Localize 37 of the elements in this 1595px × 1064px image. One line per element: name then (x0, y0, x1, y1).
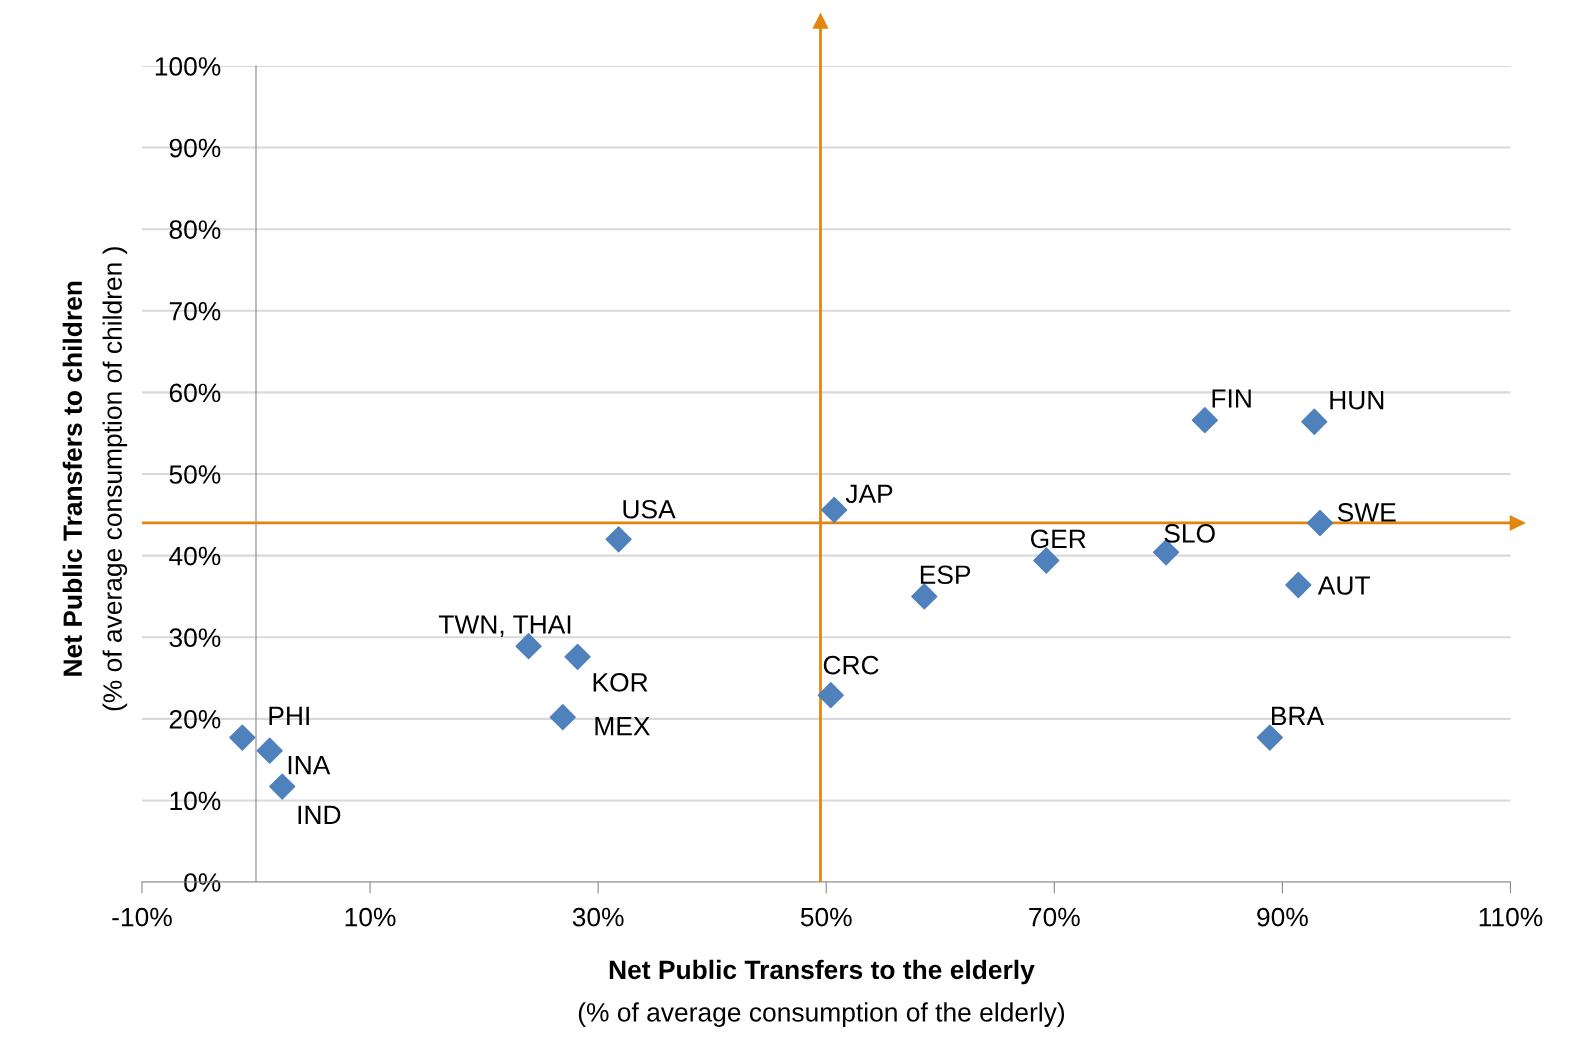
x-tick-label: 110% (1479, 907, 1543, 927)
x-tick-label: 70% (1029, 907, 1080, 927)
annotation: CRC (823, 655, 879, 675)
annotation: BRA (1272, 706, 1325, 725)
x-axis-title: Net Public Transfers to the elderly (% of average consumption of the elderly) (578, 959, 1065, 1027)
y-tick-label: 80% (169, 220, 221, 240)
x-tick-label: -10% (112, 907, 172, 927)
y-tick-label: 90% (169, 138, 221, 158)
annotation: IND (298, 805, 341, 824)
y-tick-label: 100% (155, 57, 221, 76)
annotation: TWN, THAI (438, 615, 571, 637)
x-tick-label: 10% (345, 907, 396, 927)
y-tick-label: 40% (169, 546, 221, 566)
y-tick-label: 20% (169, 709, 221, 729)
y-tick-label: 10% (170, 791, 221, 811)
annotation: KOR (593, 672, 648, 692)
x-tick-label: 50% (800, 907, 852, 927)
annotation: ESP (920, 565, 971, 585)
y-tick-label: 30% (169, 628, 221, 648)
y-tick-label: 60% (169, 383, 221, 403)
annotation: SWE (1337, 503, 1396, 522)
x-tick-label: 30% (572, 907, 624, 927)
annotation: INA (288, 756, 331, 775)
annotation: MEX (595, 716, 650, 736)
x-tick-label: 90% (1257, 907, 1308, 927)
annotation: GER (1030, 529, 1086, 549)
annotation: SLO (1164, 524, 1215, 543)
annotation: PHI (269, 706, 309, 725)
annotation: HUN (1330, 391, 1384, 410)
y-tick-label: 70% (169, 301, 221, 321)
annotation: JAP (845, 484, 893, 504)
y-tick-label: 0% (184, 873, 221, 892)
y-axis-title: Net Public Transfers to children (% of average consumption of children ) (62, 247, 128, 711)
annotation: USA (623, 499, 676, 519)
annotation: FIN (1212, 389, 1251, 408)
annotation: AUT (1317, 576, 1370, 595)
y-tick-label: 50% (169, 465, 221, 484)
